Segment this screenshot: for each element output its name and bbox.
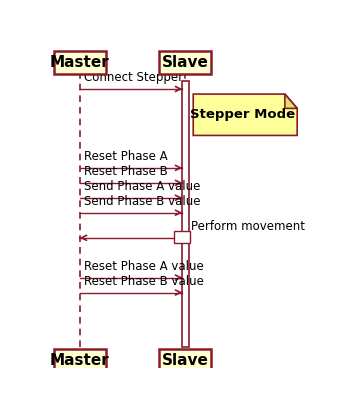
FancyBboxPatch shape [182,81,189,347]
Text: Perform movement: Perform movement [191,220,305,233]
Text: Master: Master [50,55,109,70]
Text: Reset Phase A: Reset Phase A [84,150,167,163]
Text: Send Phase B value: Send Phase B value [84,195,200,208]
Text: Reset Phase B: Reset Phase B [84,165,168,178]
FancyBboxPatch shape [159,349,211,372]
Text: Slave: Slave [162,353,209,368]
Polygon shape [285,94,297,108]
Text: Stepper Mode: Stepper Mode [190,108,295,121]
FancyBboxPatch shape [54,52,106,74]
Text: Slave: Slave [162,55,209,70]
Text: Send Phase A value: Send Phase A value [84,180,200,193]
Text: Reset Phase A value: Reset Phase A value [84,260,204,273]
FancyBboxPatch shape [159,52,211,74]
FancyBboxPatch shape [174,231,191,243]
Text: Connect Stepper: Connect Stepper [84,71,183,84]
Polygon shape [193,94,297,135]
Text: Master: Master [50,353,109,368]
FancyBboxPatch shape [54,349,106,372]
Text: Reset Phase B value: Reset Phase B value [84,275,204,288]
